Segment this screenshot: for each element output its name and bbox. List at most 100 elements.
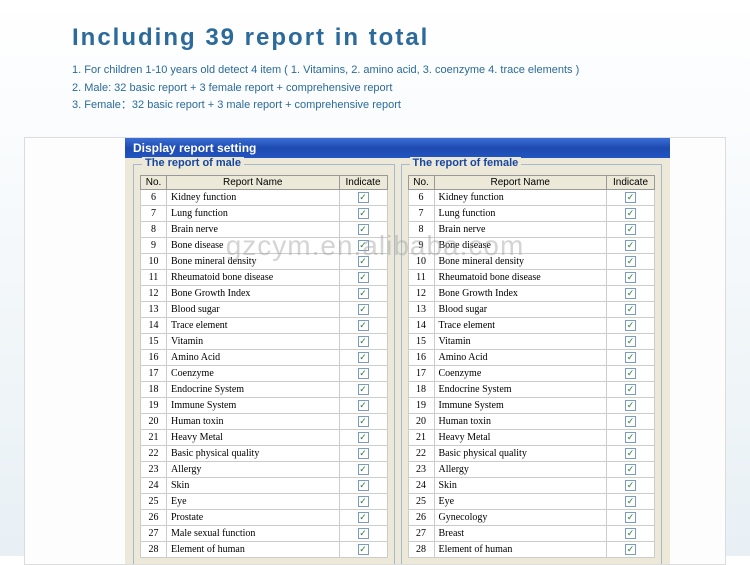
indicate-checkbox[interactable] bbox=[625, 448, 636, 459]
table-row[interactable]: 17Coenzyme bbox=[408, 365, 655, 381]
indicate-checkbox[interactable] bbox=[625, 464, 636, 475]
indicate-checkbox[interactable] bbox=[358, 496, 369, 507]
table-row[interactable]: 28Element of human bbox=[141, 541, 388, 557]
indicate-checkbox[interactable] bbox=[358, 384, 369, 395]
indicate-checkbox[interactable] bbox=[358, 304, 369, 315]
indicate-checkbox[interactable] bbox=[358, 320, 369, 331]
table-row[interactable]: 15Vitamin bbox=[141, 333, 388, 349]
indicate-checkbox[interactable] bbox=[358, 208, 369, 219]
indicate-checkbox[interactable] bbox=[625, 544, 636, 555]
indicate-checkbox[interactable] bbox=[625, 384, 636, 395]
window-titlebar[interactable]: Display report setting bbox=[125, 138, 670, 158]
table-row[interactable]: 17Coenzyme bbox=[141, 365, 388, 381]
indicate-checkbox[interactable] bbox=[358, 288, 369, 299]
indicate-checkbox[interactable] bbox=[358, 256, 369, 267]
table-row[interactable]: 25Eye bbox=[141, 493, 388, 509]
col-indicate-header[interactable]: Indicate bbox=[607, 175, 655, 189]
indicate-checkbox[interactable] bbox=[358, 432, 369, 443]
table-row[interactable]: 14Trace element bbox=[408, 317, 655, 333]
indicate-checkbox[interactable] bbox=[625, 224, 636, 235]
indicate-checkbox[interactable] bbox=[625, 320, 636, 331]
table-row[interactable]: 22Basic physical quality bbox=[141, 445, 388, 461]
table-row[interactable]: 27Breast bbox=[408, 525, 655, 541]
indicate-checkbox[interactable] bbox=[625, 528, 636, 539]
indicate-checkbox[interactable] bbox=[358, 528, 369, 539]
indicate-checkbox[interactable] bbox=[625, 368, 636, 379]
indicate-checkbox[interactable] bbox=[625, 256, 636, 267]
table-row[interactable]: 7Lung function bbox=[141, 205, 388, 221]
table-row[interactable]: 16Amino Acid bbox=[408, 349, 655, 365]
col-name-header[interactable]: Report Name bbox=[434, 175, 607, 189]
table-row[interactable]: 24Skin bbox=[408, 477, 655, 493]
table-row[interactable]: 14Trace element bbox=[141, 317, 388, 333]
indicate-checkbox[interactable] bbox=[358, 272, 369, 283]
table-row[interactable]: 23Allergy bbox=[408, 461, 655, 477]
table-row[interactable]: 9Bone disease bbox=[141, 237, 388, 253]
table-row[interactable]: 18Endocrine System bbox=[141, 381, 388, 397]
indicate-checkbox[interactable] bbox=[358, 480, 369, 491]
table-row[interactable]: 12Bone Growth Index bbox=[141, 285, 388, 301]
indicate-checkbox[interactable] bbox=[358, 512, 369, 523]
indicate-checkbox[interactable] bbox=[625, 400, 636, 411]
table-row[interactable]: 19Immune System bbox=[408, 397, 655, 413]
indicate-checkbox[interactable] bbox=[358, 336, 369, 347]
table-row[interactable]: 11Rheumatoid bone disease bbox=[141, 269, 388, 285]
indicate-checkbox[interactable] bbox=[625, 288, 636, 299]
indicate-checkbox[interactable] bbox=[625, 496, 636, 507]
table-row[interactable]: 26Prostate bbox=[141, 509, 388, 525]
table-row[interactable]: 6Kidney function bbox=[408, 189, 655, 205]
col-indicate-header[interactable]: Indicate bbox=[339, 175, 387, 189]
indicate-checkbox[interactable] bbox=[625, 272, 636, 283]
table-row[interactable]: 12Bone Growth Index bbox=[408, 285, 655, 301]
indicate-checkbox[interactable] bbox=[358, 464, 369, 475]
table-row[interactable]: 20Human toxin bbox=[408, 413, 655, 429]
table-row[interactable]: 10Bone mineral density bbox=[141, 253, 388, 269]
table-row[interactable]: 13Blood sugar bbox=[141, 301, 388, 317]
indicate-checkbox[interactable] bbox=[358, 400, 369, 411]
table-row[interactable]: 7Lung function bbox=[408, 205, 655, 221]
indicate-checkbox[interactable] bbox=[358, 448, 369, 459]
table-row[interactable]: 16Amino Acid bbox=[141, 349, 388, 365]
row-report-name: Element of human bbox=[167, 541, 340, 557]
table-row[interactable]: 21Heavy Metal bbox=[141, 429, 388, 445]
indicate-checkbox[interactable] bbox=[358, 368, 369, 379]
indicate-checkbox[interactable] bbox=[625, 480, 636, 491]
table-row[interactable]: 15Vitamin bbox=[408, 333, 655, 349]
indicate-checkbox[interactable] bbox=[625, 208, 636, 219]
indicate-checkbox[interactable] bbox=[625, 416, 636, 427]
table-row[interactable]: 27Male sexual function bbox=[141, 525, 388, 541]
col-no-header[interactable]: No. bbox=[141, 175, 167, 189]
col-no-header[interactable]: No. bbox=[408, 175, 434, 189]
indicate-checkbox[interactable] bbox=[358, 192, 369, 203]
indicate-checkbox[interactable] bbox=[625, 432, 636, 443]
table-row[interactable]: 18Endocrine System bbox=[408, 381, 655, 397]
indicate-checkbox[interactable] bbox=[625, 352, 636, 363]
table-row[interactable]: 8Brain nerve bbox=[408, 221, 655, 237]
table-row[interactable]: 10Bone mineral density bbox=[408, 253, 655, 269]
table-row[interactable]: 6Kidney function bbox=[141, 189, 388, 205]
table-row[interactable]: 28Element of human bbox=[408, 541, 655, 557]
table-row[interactable]: 21Heavy Metal bbox=[408, 429, 655, 445]
indicate-checkbox[interactable] bbox=[358, 352, 369, 363]
indicate-checkbox[interactable] bbox=[358, 416, 369, 427]
indicate-checkbox[interactable] bbox=[358, 240, 369, 251]
table-row[interactable]: 23Allergy bbox=[141, 461, 388, 477]
table-row[interactable]: 24Skin bbox=[141, 477, 388, 493]
indicate-checkbox[interactable] bbox=[625, 192, 636, 203]
table-row[interactable]: 11Rheumatoid bone disease bbox=[408, 269, 655, 285]
table-row[interactable]: 8Brain nerve bbox=[141, 221, 388, 237]
indicate-checkbox[interactable] bbox=[358, 544, 369, 555]
indicate-checkbox[interactable] bbox=[358, 224, 369, 235]
indicate-checkbox[interactable] bbox=[625, 512, 636, 523]
table-row[interactable]: 13Blood sugar bbox=[408, 301, 655, 317]
table-row[interactable]: 25Eye bbox=[408, 493, 655, 509]
col-name-header[interactable]: Report Name bbox=[167, 175, 340, 189]
indicate-checkbox[interactable] bbox=[625, 240, 636, 251]
table-row[interactable]: 19Immune System bbox=[141, 397, 388, 413]
table-row[interactable]: 22Basic physical quality bbox=[408, 445, 655, 461]
indicate-checkbox[interactable] bbox=[625, 336, 636, 347]
indicate-checkbox[interactable] bbox=[625, 304, 636, 315]
table-row[interactable]: 26Gynecology bbox=[408, 509, 655, 525]
table-row[interactable]: 9Bone disease bbox=[408, 237, 655, 253]
table-row[interactable]: 20Human toxin bbox=[141, 413, 388, 429]
